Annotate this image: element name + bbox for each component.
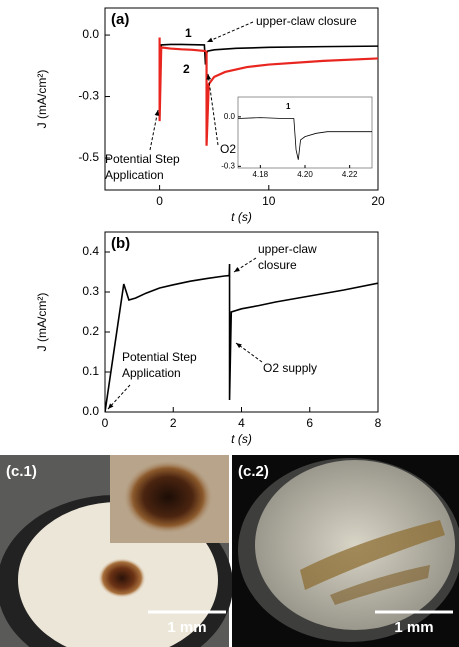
annotation: Potential Step	[122, 350, 197, 364]
chart: 4.18 4.20 4.22 0.0 -0.3 1	[221, 97, 372, 179]
x-tick-label: 8	[375, 416, 382, 430]
y-tick-label: 0.0	[224, 112, 236, 121]
x-tick-label: 4	[238, 416, 245, 430]
x-tick-label: 4.20	[297, 170, 313, 179]
annotation: Application	[105, 168, 164, 182]
y-tick-label: -0.3	[78, 89, 99, 103]
arrow-head	[207, 38, 213, 42]
photo-label: (c.1)	[6, 463, 37, 480]
annotation: upper-claw closure	[256, 14, 357, 28]
page: (c.1) 1 mm (c.2) 1 mm 010200.0-0.3-0.512…	[0, 0, 459, 647]
x-axis-label: t (s)	[231, 432, 252, 446]
x-axis-label: t (s)	[231, 210, 252, 224]
panel-label: (b)	[111, 235, 130, 252]
series-label: 2	[183, 62, 190, 76]
annotation: Application	[122, 366, 181, 380]
chart: 0 2 4 6 8 0.0 0.1 0.2 0.3 0.4 (b) t (s) J (mA/cm²) up…	[35, 232, 381, 446]
y-tick-label: 0.0	[82, 27, 99, 41]
annotation-arrow	[207, 22, 253, 42]
y-tick-label: 0.2	[82, 324, 99, 338]
scale-bar-label: 1 mm	[167, 619, 206, 636]
annotation: O2 supply	[263, 361, 317, 375]
panel-label: (a)	[111, 11, 129, 28]
plot-frame	[105, 232, 378, 412]
y-tick-label: 0.4	[82, 244, 99, 258]
data-line	[105, 264, 378, 412]
x-tick-label: 4.18	[253, 170, 269, 179]
arrow-head	[234, 267, 240, 272]
x-tick-label: 0	[102, 416, 109, 430]
y-tick-label: -0.5	[78, 150, 99, 164]
x-tick-label: 6	[306, 416, 313, 430]
annotation: upper-claw	[258, 242, 317, 256]
inset-label: 1	[286, 102, 291, 111]
series-label: 1	[185, 26, 192, 40]
photo-label: (c.2)	[238, 463, 269, 480]
y-tick-label: 0.1	[82, 364, 99, 378]
x-tick-label: 10	[262, 194, 276, 208]
x-tick-label: 0	[156, 194, 163, 208]
annotation-arrow	[208, 74, 218, 145]
x-tick-label: 4.22	[342, 170, 358, 179]
annotation: Potential Step	[105, 152, 180, 166]
plot-frame	[238, 97, 372, 168]
y-axis-label: J (mA/cm²)	[35, 293, 49, 352]
y-axis-label: J (mA/cm²)	[35, 70, 49, 129]
annotation: closure	[258, 258, 297, 272]
y-tick-label: 0.0	[82, 404, 99, 418]
scale-bar-label: 1 mm	[394, 619, 433, 636]
x-tick-label: 20	[371, 194, 385, 208]
arrow-head	[236, 343, 242, 348]
annotation-arrow	[150, 110, 158, 150]
y-tick-label: -0.3	[221, 161, 235, 170]
y-tick-label: 0.3	[82, 284, 99, 298]
x-tick-label: 2	[170, 416, 177, 430]
figure: (c.1) 1 mm (c.2) 1 mm 010200.0-0.3-0.512…	[0, 0, 459, 647]
